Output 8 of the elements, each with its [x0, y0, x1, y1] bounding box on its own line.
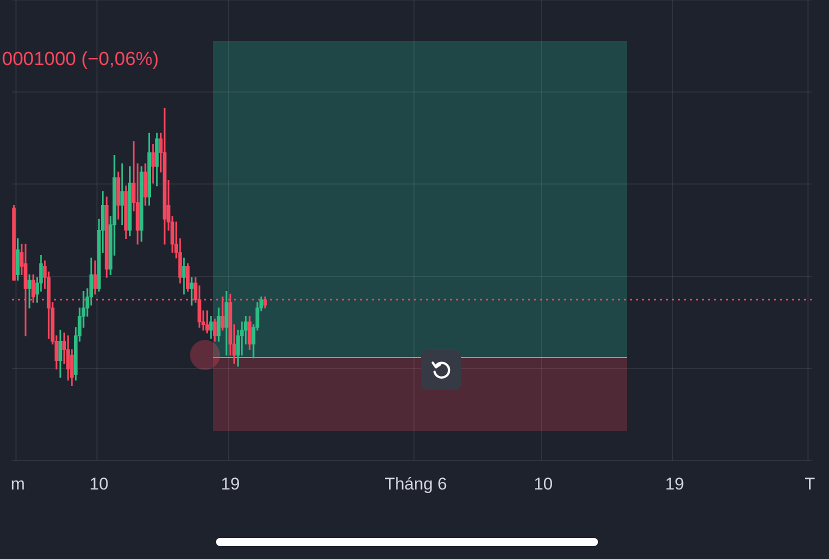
x-tick-label: 10 — [534, 474, 553, 494]
x-tick-label: Tháng 6 — [384, 474, 447, 494]
x-tick-label: 19 — [665, 474, 684, 494]
text: 0001000 (−0,06%) — [2, 49, 159, 71]
x-tick-label: T — [804, 474, 816, 494]
x-tick-label: 19 — [220, 474, 240, 494]
x-tick-label: m — [10, 474, 25, 494]
x-tick-label: 10 — [89, 474, 108, 494]
